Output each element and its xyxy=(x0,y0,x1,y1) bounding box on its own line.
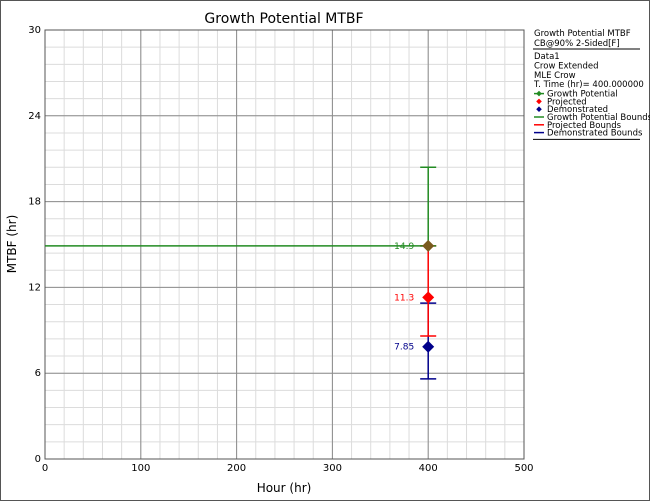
x-tick-label: 0 xyxy=(42,463,48,474)
x-tick-label: 100 xyxy=(131,463,150,474)
legend-entry: Growth Potential Bounds xyxy=(547,113,650,123)
y-tick-label: 18 xyxy=(28,197,41,208)
legend-header: Growth Potential MTBF xyxy=(534,29,631,39)
demonstrated-data-label: 7.85 xyxy=(394,343,414,353)
x-axis-label: Hour (hr) xyxy=(257,481,312,495)
plot-area xyxy=(44,29,525,460)
legend-entry: Demonstrated Bounds xyxy=(547,129,643,139)
legend-swatch-marker xyxy=(536,106,542,112)
legend-header: CB@90% 2-Sided[F] xyxy=(534,39,620,49)
y-axis-label: MTBF (hr) xyxy=(5,215,19,274)
data-marks: 7.85 11.3 14.9 xyxy=(45,166,437,380)
legend-entry: Projected Bounds xyxy=(547,121,622,131)
legend-info: T. Time (hr)= 400.000000 xyxy=(533,80,644,90)
projected-point xyxy=(422,291,435,304)
legend-info: Data1 xyxy=(534,52,560,62)
x-tick-label: 300 xyxy=(323,463,342,474)
legend-swatch-marker xyxy=(536,98,542,105)
y-tick-label: 24 xyxy=(28,111,41,122)
x-tick-label: 500 xyxy=(514,463,533,474)
x-tick-label: 400 xyxy=(419,463,438,474)
y-tick-label: 0 xyxy=(35,454,41,465)
legend-entry: Demonstrated xyxy=(547,105,608,115)
legend-info: MLE Crow xyxy=(534,71,576,81)
legend-entry: Projected xyxy=(547,97,587,107)
minor-grid xyxy=(44,29,525,460)
legend-swatch-marker xyxy=(536,90,542,97)
growth-potential-data-label: 14.9 xyxy=(394,242,414,252)
demonstrated-point xyxy=(422,340,435,353)
y-tick-label: 30 xyxy=(28,25,41,36)
x-tick-label: 200 xyxy=(227,463,246,474)
legend-info: Crow Extended xyxy=(534,61,598,71)
tick-labels: 0 100 200 300 400 500 0 6 12 18 24 30 xyxy=(28,25,533,474)
major-grid xyxy=(44,29,525,460)
legend-entry: Growth Potential xyxy=(547,90,618,100)
y-tick-label: 6 xyxy=(35,368,41,379)
growth-potential-point xyxy=(422,239,435,252)
projected-data-label: 11.3 xyxy=(394,293,414,303)
chart-title: Growth Potential MTBF xyxy=(204,11,363,27)
y-tick-label: 12 xyxy=(28,282,41,293)
